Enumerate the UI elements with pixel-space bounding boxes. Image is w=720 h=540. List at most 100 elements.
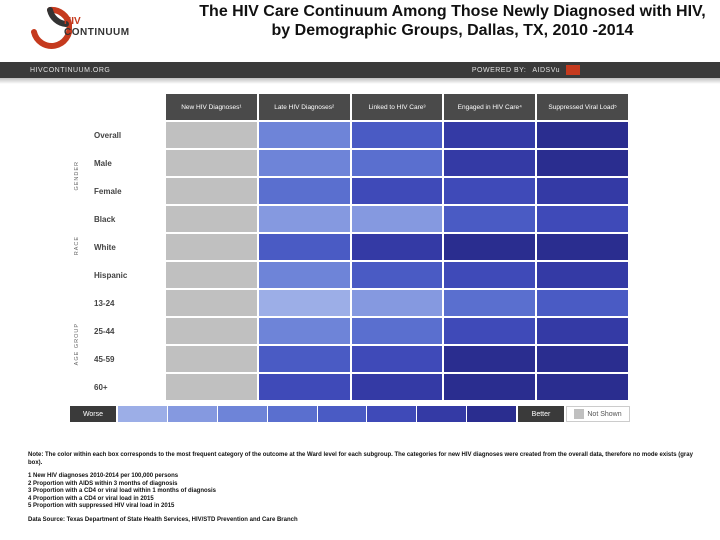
page-title: The HIV Care Continuum Among Those Newly… xyxy=(195,2,710,40)
row-head: Male xyxy=(85,149,165,177)
col-head: Late HIV Diagnoses² xyxy=(258,93,351,121)
heatmap-cell xyxy=(258,317,351,345)
header-area: HIV CONTINUUM The HIV Care Continuum Amo… xyxy=(0,0,720,82)
row-head: 25-44 xyxy=(85,317,165,345)
heatmap-cell xyxy=(165,121,258,149)
heatmap-cell xyxy=(443,317,536,345)
heatmap-cell xyxy=(351,121,444,149)
heatmap-wrap: New HIV Diagnoses¹Late HIV Diagnoses²Lin… xyxy=(70,92,630,422)
logo-hiv: HIV xyxy=(64,16,81,27)
legend-stop xyxy=(467,406,516,422)
heatmap-table: New HIV Diagnoses¹Late HIV Diagnoses²Lin… xyxy=(70,92,630,402)
heatmap-cell xyxy=(351,289,444,317)
heatmap-cell xyxy=(536,149,629,177)
heatmap-cell xyxy=(258,177,351,205)
logo: HIV CONTINUUM xyxy=(28,6,158,56)
heatmap-cell xyxy=(536,345,629,373)
legend-gradient xyxy=(118,406,516,422)
heatmap-cell xyxy=(443,177,536,205)
heatmap-cell xyxy=(536,205,629,233)
heatmap-cell xyxy=(258,149,351,177)
row-group-label: GENDER xyxy=(71,149,85,205)
legend-not-shown-swatch xyxy=(574,409,584,419)
heatmap-cell xyxy=(443,373,536,401)
logo-continuum: CONTINUUM xyxy=(64,27,130,38)
row-group-label: RACE xyxy=(71,205,85,289)
legend-stop xyxy=(318,406,368,422)
legend-stop xyxy=(118,406,168,422)
heatmap-cell xyxy=(165,289,258,317)
heatmap-cell xyxy=(536,233,629,261)
col-head: New HIV Diagnoses¹ xyxy=(165,93,258,121)
heatmap-cell xyxy=(443,149,536,177)
col-head: Engaged in HIV Care⁴ xyxy=(443,93,536,121)
heatmap-cell xyxy=(351,149,444,177)
footnote-source: Data Source: Texas Department of State H… xyxy=(28,517,700,525)
heatmap-cell xyxy=(258,289,351,317)
legend-stop xyxy=(417,406,467,422)
heatmap-cell xyxy=(443,205,536,233)
header-shadow xyxy=(0,78,720,84)
row-head: 13-24 xyxy=(85,289,165,317)
heatmap-cell xyxy=(165,317,258,345)
heatmap-cell xyxy=(258,261,351,289)
powered-by-group: POWERED BY: AIDSVu xyxy=(472,65,580,75)
heatmap-cell xyxy=(536,261,629,289)
row-group-label: AGE GROUP xyxy=(71,289,85,401)
col-head: Linked to HIV Care³ xyxy=(351,93,444,121)
heatmap-cell xyxy=(165,261,258,289)
row-head: Black xyxy=(85,205,165,233)
heatmap-cell xyxy=(443,233,536,261)
heatmap-thead: New HIV Diagnoses¹Late HIV Diagnoses²Lin… xyxy=(71,93,629,121)
heatmap-cell xyxy=(536,121,629,149)
heatmap-cell xyxy=(165,205,258,233)
heatmap-cell xyxy=(258,373,351,401)
row-head: White xyxy=(85,233,165,261)
heatmap-cell xyxy=(351,317,444,345)
heatmap-cell xyxy=(443,345,536,373)
heatmap-cell xyxy=(258,205,351,233)
legend-stop xyxy=(367,406,417,422)
heatmap-cell xyxy=(443,121,536,149)
heatmap-cell xyxy=(258,345,351,373)
heatmap-cell xyxy=(165,233,258,261)
heatmap-cell xyxy=(165,345,258,373)
heatmap-cell xyxy=(351,373,444,401)
footnote-note: Note: The color within each box correspo… xyxy=(28,452,700,467)
legend: Worse Better Not Shown xyxy=(70,406,630,422)
legend-not-shown-label: Not Shown xyxy=(587,411,621,418)
heatmap-cell xyxy=(536,177,629,205)
footnote-defs: 1 New HIV diagnoses 2010-2014 per 100,00… xyxy=(28,473,700,511)
legend-better: Better xyxy=(518,406,564,422)
heatmap-cell xyxy=(536,317,629,345)
footnotes: Note: The color within each box correspo… xyxy=(28,452,700,530)
row-head: Overall xyxy=(85,121,165,149)
legend-stop xyxy=(218,406,268,422)
legend-worse: Worse xyxy=(70,406,116,422)
legend-stop xyxy=(268,406,318,422)
row-head: Hispanic xyxy=(85,261,165,289)
heatmap-cell xyxy=(443,289,536,317)
heatmap-cell xyxy=(165,373,258,401)
powered-by-label: POWERED BY: xyxy=(472,67,527,74)
heatmap-cell xyxy=(165,149,258,177)
heatmap-cell xyxy=(165,177,258,205)
heatmap-tbody: OverallGENDERMaleFemaleRACEBlackWhiteHis… xyxy=(71,121,629,401)
heatmap-cell xyxy=(258,233,351,261)
heatmap-cell xyxy=(536,373,629,401)
legend-stop xyxy=(168,406,218,422)
heatmap-cell xyxy=(351,205,444,233)
heatmap-cell xyxy=(258,121,351,149)
site-bar: HIVCONTINUUM.ORG POWERED BY: AIDSVu xyxy=(0,62,720,78)
col-head: Suppressed Viral Load⁵ xyxy=(536,93,629,121)
row-head: 60+ xyxy=(85,373,165,401)
partner-label: AIDSVu xyxy=(532,67,560,74)
row-head: 45-59 xyxy=(85,345,165,373)
heatmap-cell xyxy=(351,261,444,289)
row-head: Female xyxy=(85,177,165,205)
heatmap-cell xyxy=(536,289,629,317)
legend-not-shown: Not Shown xyxy=(566,406,630,422)
row-group-label xyxy=(71,121,85,149)
heatmap-cell xyxy=(351,177,444,205)
heatmap-cell xyxy=(443,261,536,289)
